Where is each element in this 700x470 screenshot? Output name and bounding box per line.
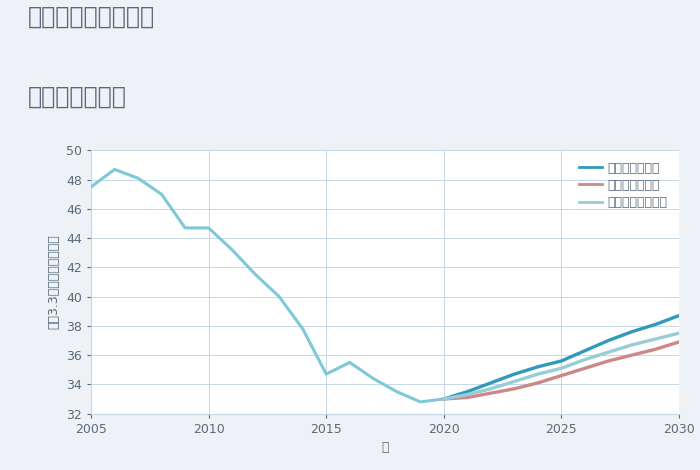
ノーマルシナリオ	[557, 366, 566, 371]
ノーマルシナリオ	[651, 336, 659, 342]
ノーマルシナリオ	[604, 349, 612, 355]
ノーマルシナリオ	[463, 392, 472, 398]
バッドシナリオ	[581, 366, 589, 371]
Legend: グッドシナリオ, バッドシナリオ, ノーマルシナリオ: グッドシナリオ, バッドシナリオ, ノーマルシナリオ	[574, 157, 673, 214]
バッドシナリオ	[557, 373, 566, 378]
バッドシナリオ	[533, 380, 542, 386]
グッドシナリオ	[628, 329, 636, 335]
グッドシナリオ	[604, 337, 612, 343]
ノーマルシナリオ	[486, 386, 495, 392]
グッドシナリオ	[486, 380, 495, 386]
Line: バッドシナリオ: バッドシナリオ	[444, 342, 679, 399]
グッドシナリオ	[675, 313, 683, 319]
グッドシナリオ	[533, 364, 542, 369]
ノーマルシナリオ	[581, 357, 589, 362]
ノーマルシナリオ	[533, 371, 542, 377]
Y-axis label: 坪（3.3㎡）単価（万円）: 坪（3.3㎡）単価（万円）	[48, 235, 60, 329]
グッドシナリオ	[557, 358, 566, 364]
バッドシナリオ	[651, 346, 659, 352]
グッドシナリオ	[581, 348, 589, 353]
バッドシナリオ	[440, 396, 448, 402]
ノーマルシナリオ	[675, 330, 683, 336]
ノーマルシナリオ	[440, 396, 448, 402]
バッドシナリオ	[510, 386, 519, 392]
グッドシナリオ	[440, 396, 448, 402]
X-axis label: 年: 年	[382, 441, 388, 454]
バッドシナリオ	[604, 358, 612, 364]
バッドシナリオ	[486, 390, 495, 396]
Line: グッドシナリオ: グッドシナリオ	[444, 316, 679, 399]
グッドシナリオ	[463, 389, 472, 394]
バッドシナリオ	[675, 339, 683, 345]
Text: 土地の価格推移: 土地の価格推移	[28, 85, 127, 109]
Line: ノーマルシナリオ: ノーマルシナリオ	[444, 333, 679, 399]
バッドシナリオ	[628, 352, 636, 358]
グッドシナリオ	[510, 371, 519, 377]
バッドシナリオ	[463, 395, 472, 400]
ノーマルシナリオ	[628, 342, 636, 348]
ノーマルシナリオ	[510, 379, 519, 384]
グッドシナリオ	[651, 321, 659, 327]
Text: 岐阜県山県市柿野の: 岐阜県山県市柿野の	[28, 5, 155, 29]
